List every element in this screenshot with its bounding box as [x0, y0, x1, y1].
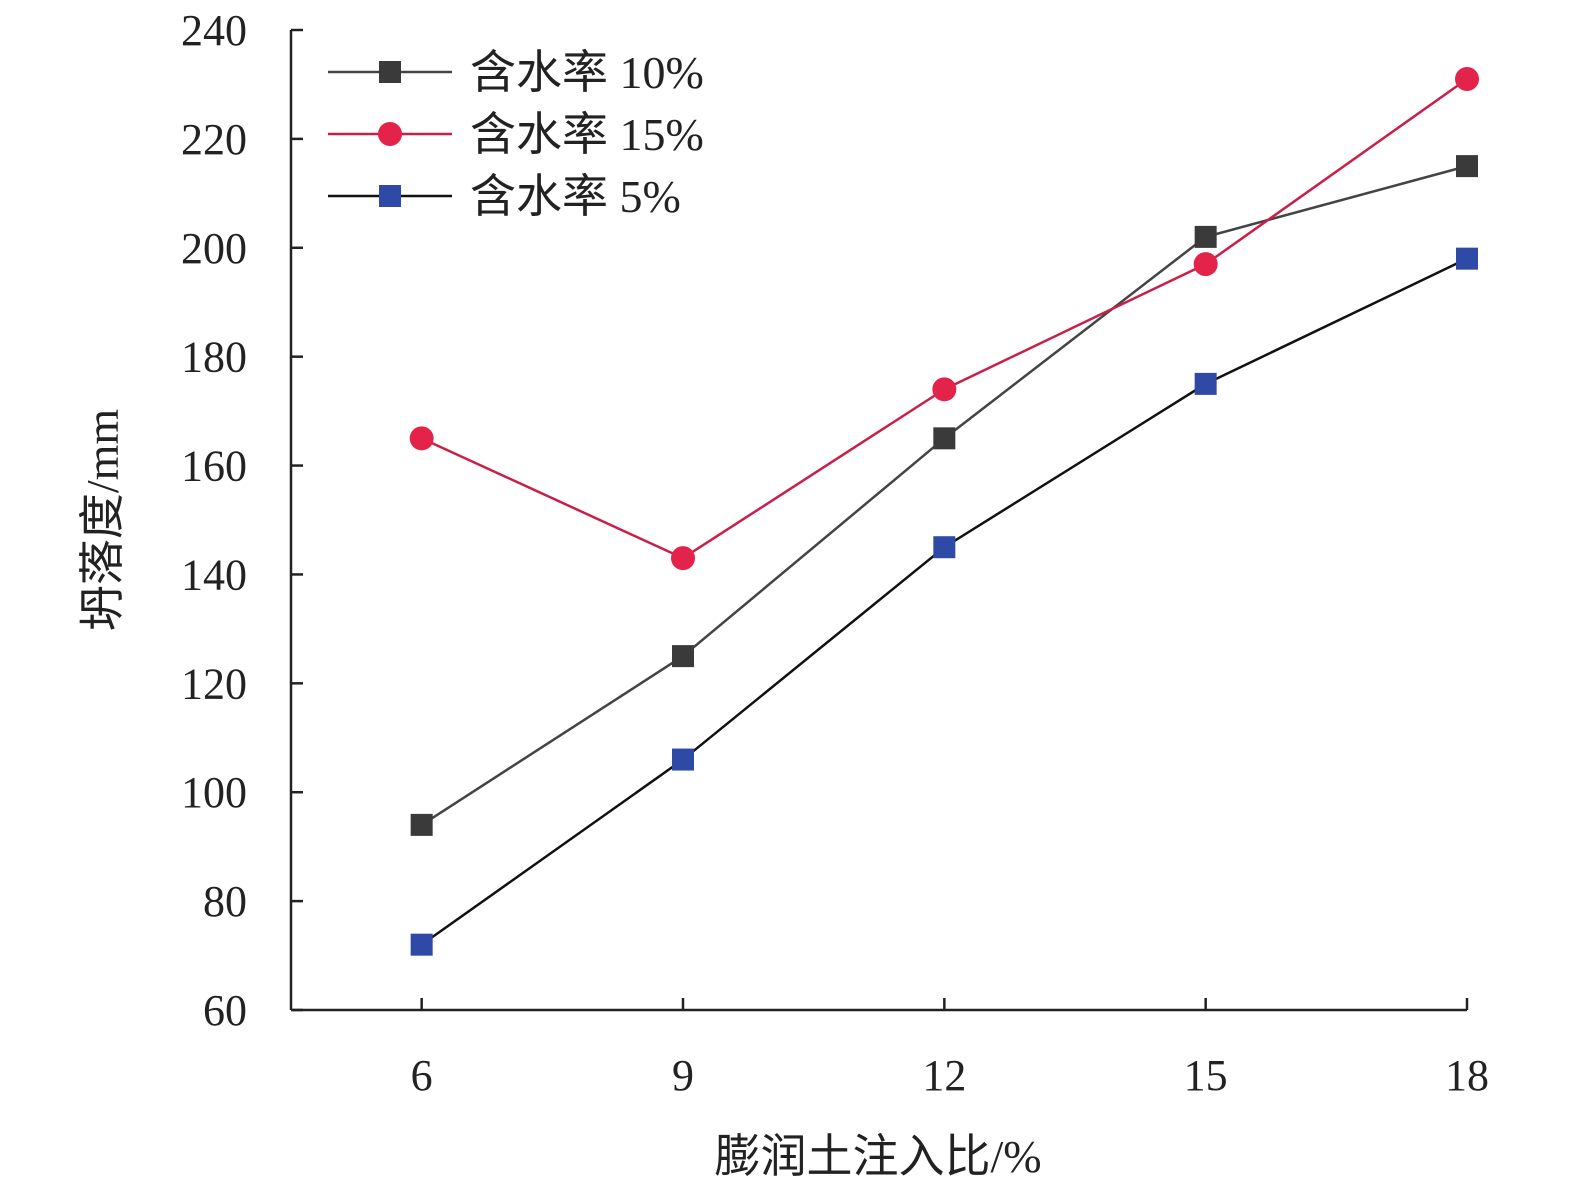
legend-label: 含水率 15% — [470, 109, 704, 160]
data-point — [1455, 67, 1479, 91]
data-point — [672, 748, 694, 771]
legend-item: 含水率 15% — [328, 109, 704, 160]
data-point — [671, 546, 695, 571]
y-axis-label: 坍落度/mm — [77, 409, 128, 632]
y-tick-label: 220 — [181, 115, 247, 164]
series-line — [420, 257, 1468, 946]
data-point — [410, 933, 433, 956]
data-point — [1456, 155, 1478, 178]
data-point — [1194, 225, 1217, 248]
data-point — [378, 122, 402, 146]
data-point — [1194, 372, 1217, 395]
legend-item: 含水率 10% — [328, 47, 704, 98]
series-line — [420, 164, 1468, 826]
data-point — [1456, 247, 1478, 270]
y-tick-label: 100 — [181, 768, 247, 817]
data-point — [933, 536, 956, 559]
y-tick-label: 60 — [203, 986, 247, 1035]
y-tick-label: 200 — [181, 224, 247, 273]
series-2 — [410, 247, 1478, 956]
legend-item: 含水率 5% — [328, 171, 681, 222]
data-point — [1193, 252, 1218, 277]
legend-label: 含水率 10% — [470, 47, 704, 98]
data-point — [410, 813, 433, 836]
y-tick-label: 180 — [181, 333, 247, 382]
data-point — [932, 377, 957, 402]
data-point — [379, 61, 401, 83]
data-point — [933, 427, 956, 450]
legend-label: 含水率 5% — [470, 171, 681, 222]
y-tick-label: 240 — [181, 6, 247, 55]
x-tick-label: 6 — [411, 1051, 433, 1100]
x-axis-label: 膨润土注入比/% — [714, 1131, 1041, 1182]
data-point — [409, 426, 434, 451]
series-group — [409, 67, 1479, 956]
x-tick-label: 12 — [922, 1051, 966, 1100]
data-point — [379, 185, 401, 207]
y-tick-label: 80 — [203, 877, 247, 926]
x-tick-label: 9 — [672, 1051, 694, 1100]
y-tick-label: 120 — [181, 659, 247, 708]
data-point — [672, 645, 694, 668]
x-tick-label: 18 — [1445, 1051, 1489, 1100]
y-tick-label: 140 — [181, 550, 247, 599]
series-0 — [410, 155, 1478, 836]
series-1 — [409, 67, 1479, 571]
axes: 60 80 100 120 140 160 180 200 220 240 6 9 12 15 18 — [181, 6, 1489, 1100]
y-tick-label: 160 — [181, 442, 247, 491]
legend: 含水率 10% 含水率 15% 含水率 5% — [328, 47, 704, 222]
x-tick-label: 15 — [1184, 1051, 1228, 1100]
